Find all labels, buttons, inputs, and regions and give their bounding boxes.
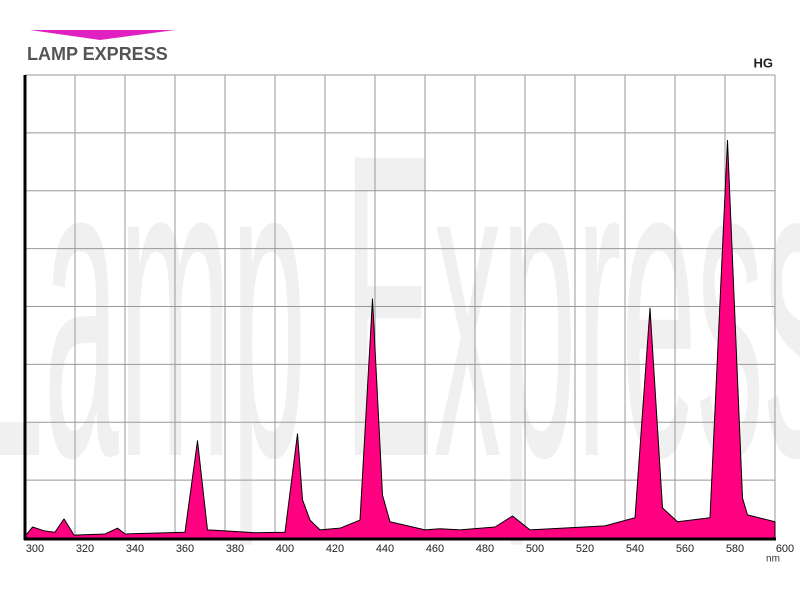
x-tick-label: 560 [676, 543, 694, 555]
x-tick-label: 300 [26, 543, 44, 555]
chart-title: LAMP EXPRESS [27, 44, 168, 64]
x-tick-label: 600 [776, 543, 794, 555]
x-tick-label: 520 [576, 543, 594, 555]
x-tick-label: 340 [126, 543, 144, 555]
x-tick-label: 320 [76, 543, 94, 555]
logo-mark [30, 30, 175, 40]
x-tick-label: 440 [376, 543, 394, 555]
x-tick-label: 460 [426, 543, 444, 555]
x-tick-label: 540 [626, 543, 644, 555]
x-tick-label: 580 [726, 543, 744, 555]
x-tick-label: 500 [526, 543, 544, 555]
chart-subtitle: HG [754, 55, 774, 70]
x-tick-label: 420 [326, 543, 344, 555]
x-axis-label: nm [766, 554, 780, 565]
plot [24, 139, 776, 539]
spectrum-area [24, 139, 776, 539]
x-tick-label: 380 [226, 543, 244, 555]
x-tick-label: 480 [476, 543, 494, 555]
x-tick-label: 400 [276, 543, 294, 555]
x-tick-label: 360 [176, 543, 194, 555]
